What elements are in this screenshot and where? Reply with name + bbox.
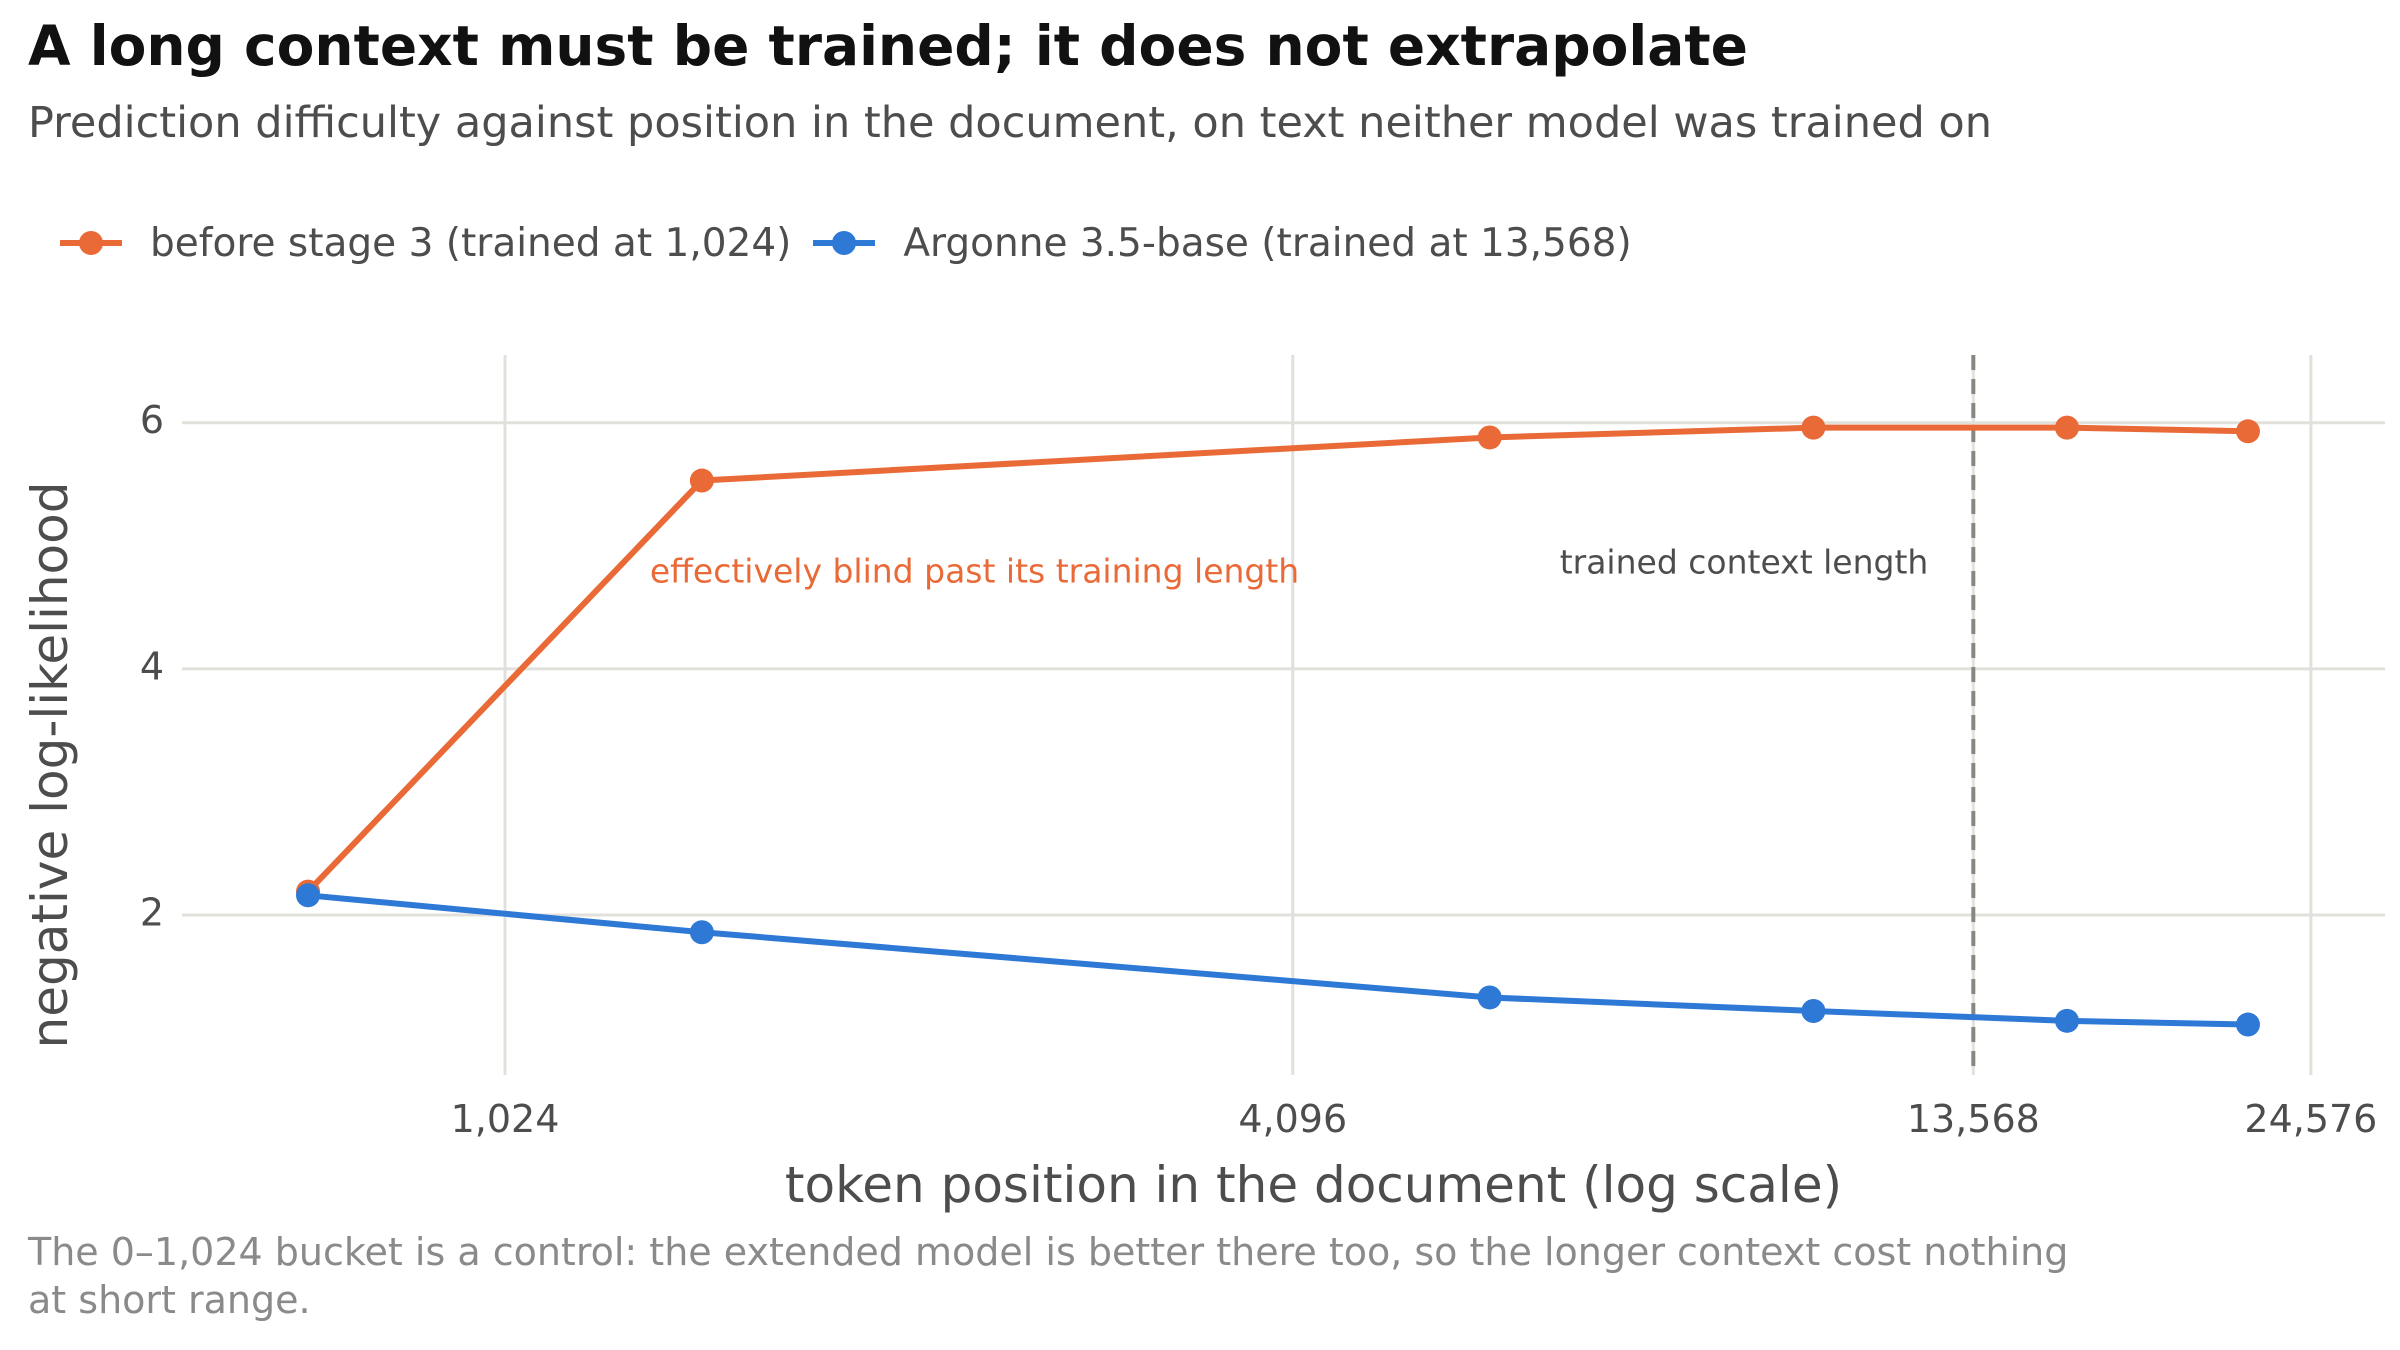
data-point-series-1 [2235, 1012, 2260, 1037]
data-point-series-0 [1801, 415, 1826, 440]
legend-item-before-stage-3: before stage 3 (trained at 1,024) [58, 221, 791, 266]
data-point-series-1 [2055, 1008, 2080, 1033]
data-point-series-1 [689, 920, 714, 945]
chart-title: A long context must be trained; it does … [28, 14, 1748, 78]
data-point-series-0 [689, 468, 714, 493]
data-point-series-1 [1801, 999, 1826, 1023]
legend-label-before-stage-3: before stage 3 (trained at 1,024) [150, 220, 792, 266]
reference-line-label: trained context length [1560, 543, 1929, 582]
legend-swatch-before-stage-3 [60, 231, 122, 255]
data-point-series-0 [1477, 425, 1502, 450]
y-axis-title: negative log-likelihood [21, 482, 79, 1049]
legend-item-argonne-base: Argonne 3.5-base (trained at 13,568) [811, 220, 1632, 266]
annotation: effectively blind past its training leng… [650, 551, 1299, 590]
y-tick-label: 4 [140, 644, 164, 688]
y-tick-label: 2 [140, 891, 164, 935]
data-point-series-1 [1477, 985, 1502, 1010]
series-line-0 [305, 424, 2251, 895]
legend: before stage 3 (trained at 1,024) Argonn… [58, 215, 1652, 271]
x-tick-label: 4,096 [1238, 1097, 1347, 1141]
data-point-series-0 [2055, 415, 2080, 440]
x-axis-title: token position in the document (log scal… [785, 1156, 1842, 1214]
x-tick-label: 13,568 [1907, 1097, 2040, 1141]
chart-caption: The 0–1,024 bucket is a control: the ext… [28, 1230, 2069, 1322]
data-point-series-1 [296, 883, 321, 908]
legend-swatch-argonne-base [813, 231, 876, 255]
chart-subtitle: Prediction difficulty against position i… [28, 98, 1992, 148]
x-tick-label: 1,024 [451, 1097, 560, 1141]
legend-label-argonne-base: Argonne 3.5-base (trained at 13,568) [903, 220, 1632, 266]
series-line-1 [305, 892, 2251, 1028]
y-tick-label: 6 [140, 398, 164, 442]
data-point-series-0 [2235, 419, 2260, 444]
x-tick-label: 24,576 [2244, 1097, 2377, 1141]
